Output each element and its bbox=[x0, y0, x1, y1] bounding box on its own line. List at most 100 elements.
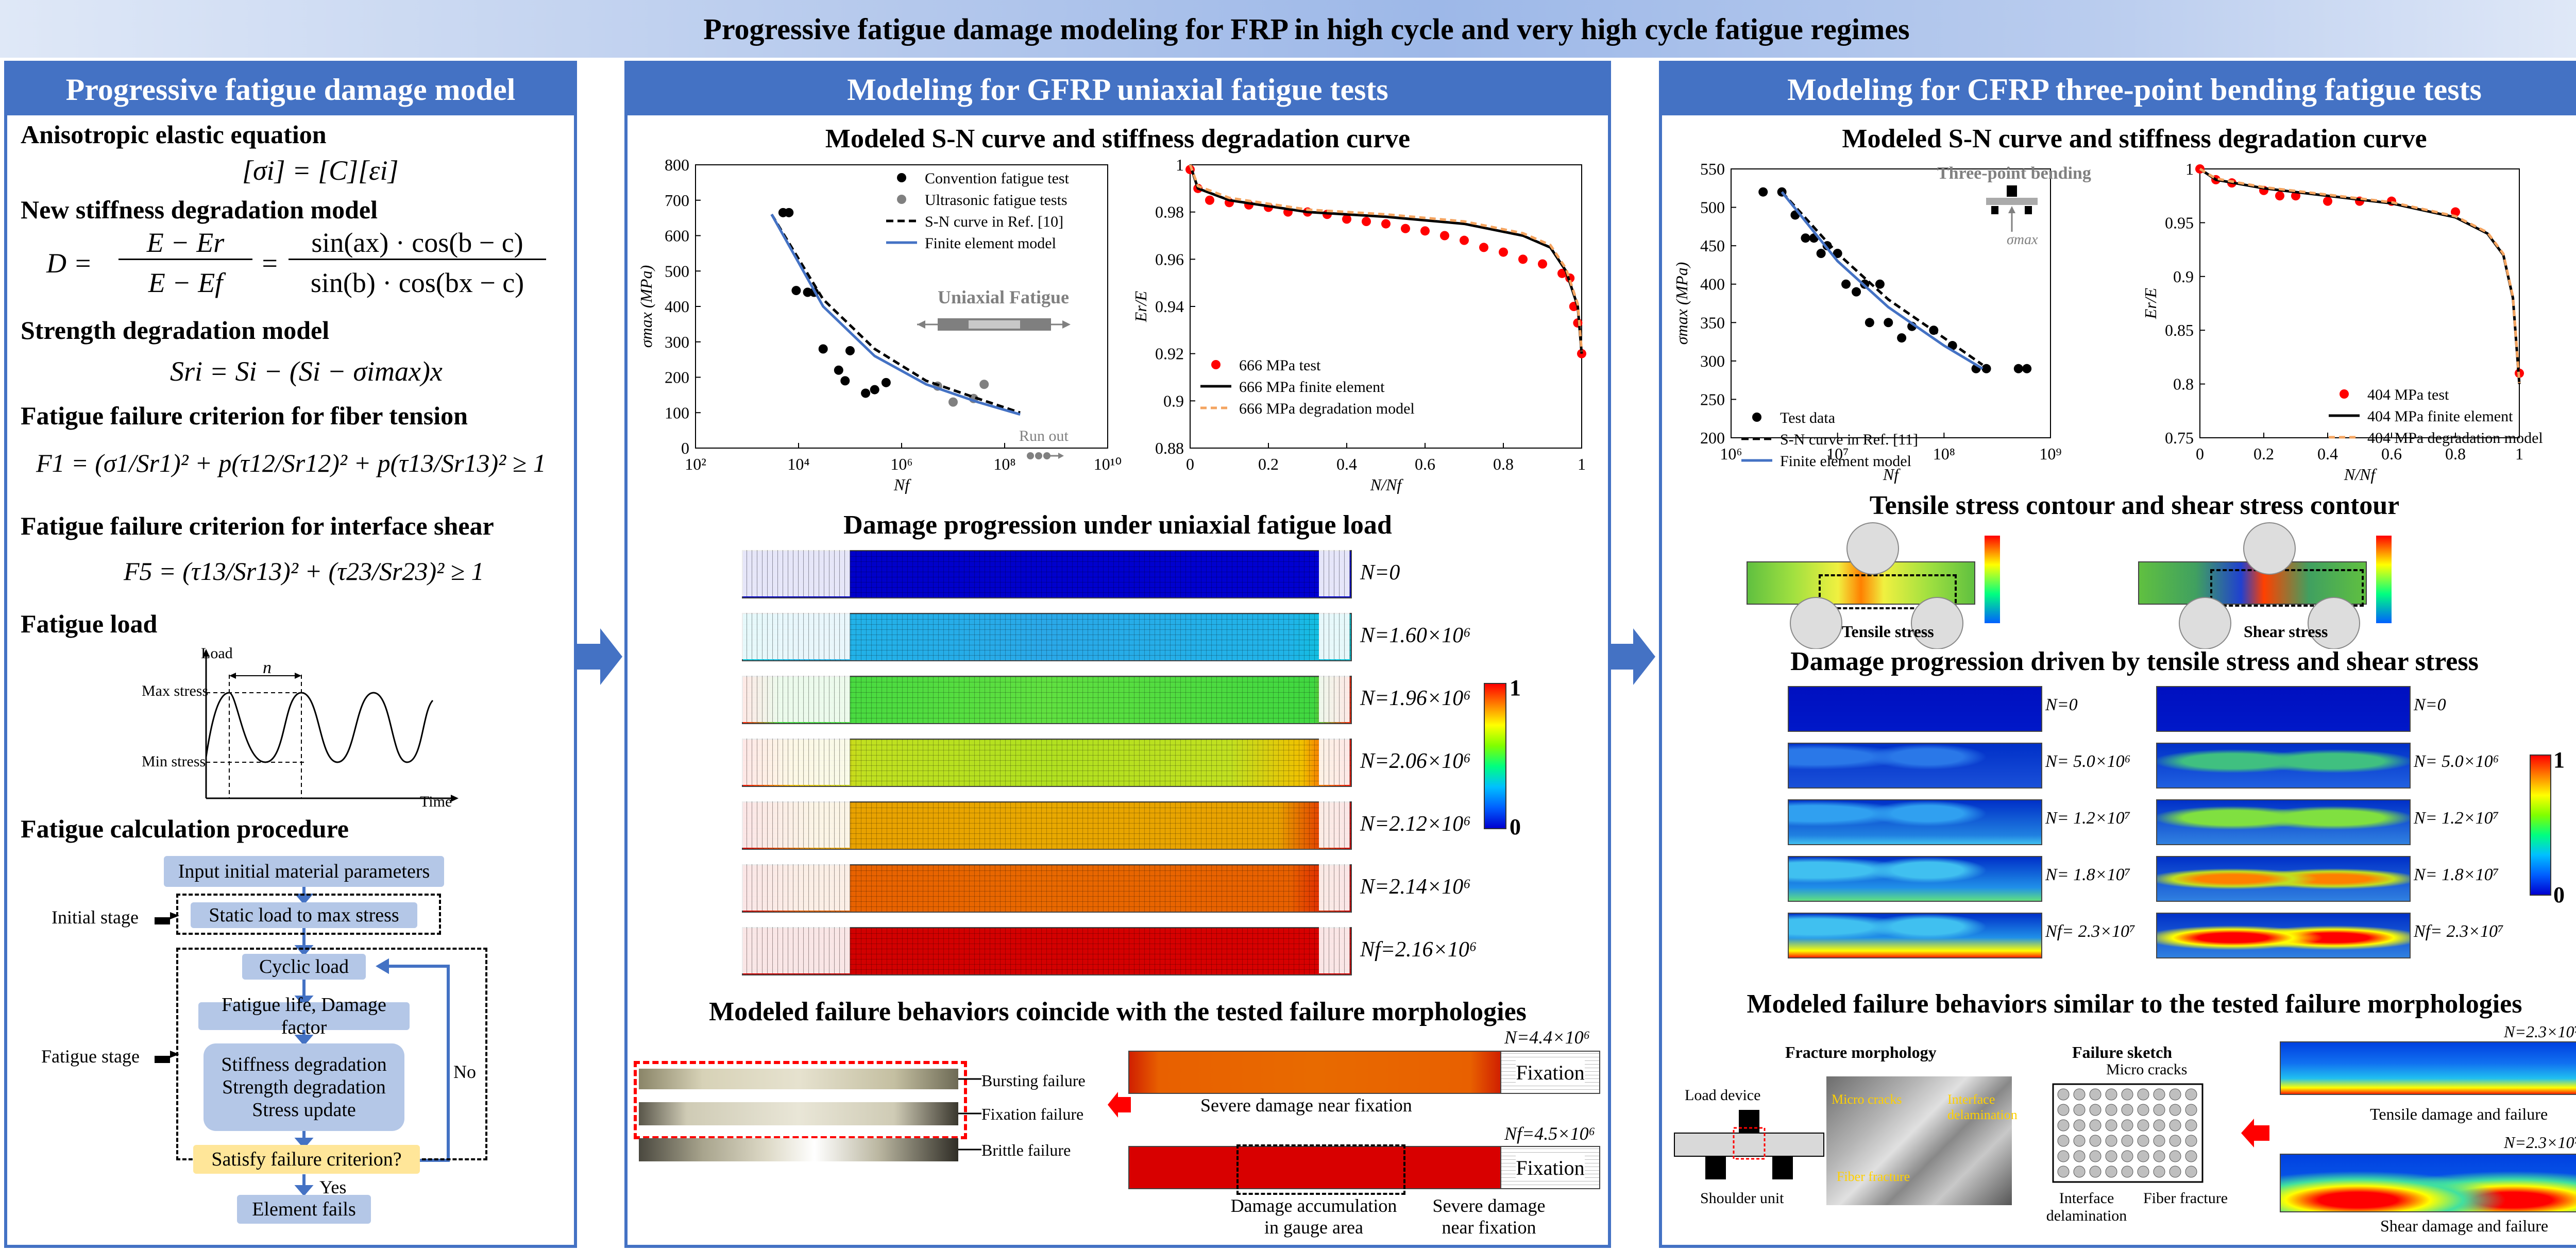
sketch-fiber-circle bbox=[2057, 1166, 2070, 1178]
legend-entry: Convention fatigue test bbox=[925, 170, 1070, 187]
y-tick-label: 0.98 bbox=[1155, 203, 1184, 221]
right-sub2: Tensile stress contour and shear stress … bbox=[1869, 491, 2400, 520]
y-tick-label: 0.85 bbox=[2165, 321, 2194, 339]
sketch-fiber-circle bbox=[2137, 1119, 2149, 1132]
x-tick-label: 10⁸ bbox=[993, 455, 1015, 473]
sketch-fiber-circle bbox=[2169, 1104, 2181, 1116]
y-axis-label: σmax (MPa) bbox=[639, 265, 655, 348]
y-tick-label: 0.96 bbox=[1155, 250, 1184, 268]
legend-entry: S-N curve in Ref. [11] bbox=[1780, 431, 1918, 448]
eq-stiff-frac2-den: sin(b) · cos(bx − c) bbox=[310, 267, 524, 298]
legend-entry: 666 MPa test bbox=[1239, 357, 1321, 374]
heading-fiber: Fatigue failure criterion for fiber tens… bbox=[21, 401, 468, 430]
data-point bbox=[881, 378, 891, 387]
shear-damage-row bbox=[2156, 856, 2411, 902]
middle-panel-title: Modeling for GFRP uniaxial fatigue tests bbox=[628, 64, 1608, 115]
failure-photo-dashed bbox=[634, 1061, 967, 1139]
y-tick-label: 0.95 bbox=[2165, 213, 2194, 232]
tensile-damage-row bbox=[1788, 799, 2042, 845]
y-tick-label: 200 bbox=[1700, 429, 1725, 447]
fracture-photo bbox=[1826, 1076, 2012, 1205]
sketch-fiber-circle bbox=[2153, 1166, 2165, 1178]
series-line bbox=[770, 214, 1021, 416]
sketch-fiber-circle bbox=[2153, 1104, 2165, 1116]
data-point bbox=[1460, 235, 1469, 245]
right-tensile-level-label: N= 5.0×10⁶ bbox=[2045, 752, 2131, 771]
data-point bbox=[1875, 279, 1885, 289]
eq-strength: Sri = Si − (Si − σimax)x bbox=[170, 356, 443, 387]
data-point bbox=[1499, 247, 1508, 257]
right-shear-level-label: N= 1.2×10⁷ bbox=[2414, 809, 2499, 828]
shear-label: Shear stress bbox=[2244, 622, 2328, 641]
shear-damage-row bbox=[2156, 799, 2411, 845]
middle-level-label: N=2.06×10⁶ bbox=[1360, 749, 1471, 773]
flow-life: Fatigue life, Damage factor bbox=[198, 994, 410, 1038]
sim1-fixation: Fixation bbox=[1500, 1051, 1600, 1094]
sketch-fiber-circle bbox=[2089, 1088, 2102, 1101]
data-point bbox=[791, 286, 801, 296]
fracture-fiber: Fiber fracture bbox=[1837, 1169, 1910, 1184]
x-tick-label: 10⁴ bbox=[787, 455, 809, 473]
x-tick-label: 0 bbox=[1186, 455, 1194, 473]
data-point bbox=[948, 397, 958, 407]
x-tick-label: 0.2 bbox=[2253, 444, 2274, 463]
series-line bbox=[1189, 164, 1583, 352]
y-tick-label: 450 bbox=[1700, 236, 1725, 255]
legend-entry: Finite element model bbox=[925, 235, 1056, 252]
sim-n2: N=2.3×10⁷ bbox=[2504, 1133, 2576, 1152]
eq-fiber: F1 = (σ1/Sr1)² + p(τ12/Sr12)² + p(τ13/Sr… bbox=[36, 449, 546, 477]
sketch-fiber-circle bbox=[2089, 1135, 2102, 1147]
sketch-micro: Micro cracks bbox=[2106, 1061, 2188, 1078]
right-shear-level-label: N= 5.0×10⁶ bbox=[2414, 752, 2499, 771]
legend-entry: S-N curve in Ref. [10] bbox=[925, 213, 1063, 230]
x-axis-label: Nf bbox=[1883, 465, 1901, 484]
y-tick-label: 800 bbox=[665, 156, 689, 174]
eq-stiff-frac1-den: E − Ef bbox=[148, 267, 223, 298]
sketch-fiber-circle bbox=[2073, 1150, 2086, 1162]
sketch-fiber-circle bbox=[2153, 1119, 2165, 1132]
y-tick-label: 600 bbox=[665, 227, 689, 245]
middle-grip-mesh bbox=[742, 927, 850, 973]
flow-fatigue-stage: Fatigue stage bbox=[41, 1046, 140, 1067]
tensile-scale bbox=[1985, 536, 2000, 623]
flow-yes: Yes bbox=[319, 1177, 347, 1197]
x-tick-label: 0.2 bbox=[1258, 455, 1279, 473]
series-line bbox=[1781, 191, 1984, 370]
red-arrow-middle bbox=[1108, 1092, 1131, 1118]
flow-no: No bbox=[453, 1061, 476, 1082]
heading-procedure: Fatigue calculation procedure bbox=[21, 814, 349, 843]
tensile-damage-row bbox=[1788, 856, 2042, 902]
flow-static: Static load to max stress bbox=[191, 902, 417, 928]
chart-frame bbox=[1731, 168, 2051, 438]
uniaxial-specimen-icon bbox=[917, 318, 1071, 331]
eq-stiff-frac1-num: E − Er bbox=[118, 227, 252, 260]
middle-grip-mesh bbox=[1319, 676, 1350, 722]
sketch-fiber-circle bbox=[2121, 1088, 2133, 1101]
flow-input: Input initial material parameters bbox=[164, 856, 444, 887]
x-tick-label: 10⁶ bbox=[1720, 444, 1742, 463]
sketch-fiber-circle bbox=[2137, 1150, 2149, 1162]
x-axis-label: N/Nf bbox=[2344, 465, 2378, 484]
y-tick-label: 200 bbox=[665, 368, 689, 387]
middle-grip-mesh bbox=[742, 801, 850, 848]
arrow-middle-right bbox=[1610, 628, 1655, 685]
y-tick-label: 0.9 bbox=[2173, 267, 2194, 286]
tensile-sim-contour bbox=[2280, 1041, 2576, 1095]
sketch-fiber-circle bbox=[2121, 1150, 2133, 1162]
gfrp-sn-chart: 10² 10⁴ 10⁶ 10⁸ 10¹⁰ 0 100 200 300 400 500 600 700 80… bbox=[639, 156, 1122, 494]
fatigue-load-sketch bbox=[202, 649, 459, 802]
right-panel: Modeling for CFRP three-point bending fa… bbox=[1659, 61, 2576, 1248]
data-point bbox=[870, 385, 879, 395]
legend-marker bbox=[897, 195, 906, 204]
sketch-title: Failure sketch bbox=[2072, 1043, 2173, 1061]
middle-level-label: N=2.12×10⁶ bbox=[1360, 812, 1471, 836]
failure-sketch bbox=[2052, 1083, 2204, 1183]
tensile-damage-label: Tensile damage and failure bbox=[2370, 1105, 2548, 1123]
fail-fixation: Fixation failure bbox=[981, 1105, 1084, 1123]
y-tick-label: 0.9 bbox=[1163, 391, 1184, 410]
sketch-fiber-circle bbox=[2073, 1135, 2086, 1147]
x-tick-label: 10² bbox=[685, 455, 706, 473]
right-tensile-level-label: N= 1.2×10⁷ bbox=[2045, 809, 2131, 828]
flow-update-stiffness: Stiffness degradation bbox=[221, 1054, 387, 1075]
sim2-fixation: Fixation bbox=[1500, 1146, 1600, 1189]
